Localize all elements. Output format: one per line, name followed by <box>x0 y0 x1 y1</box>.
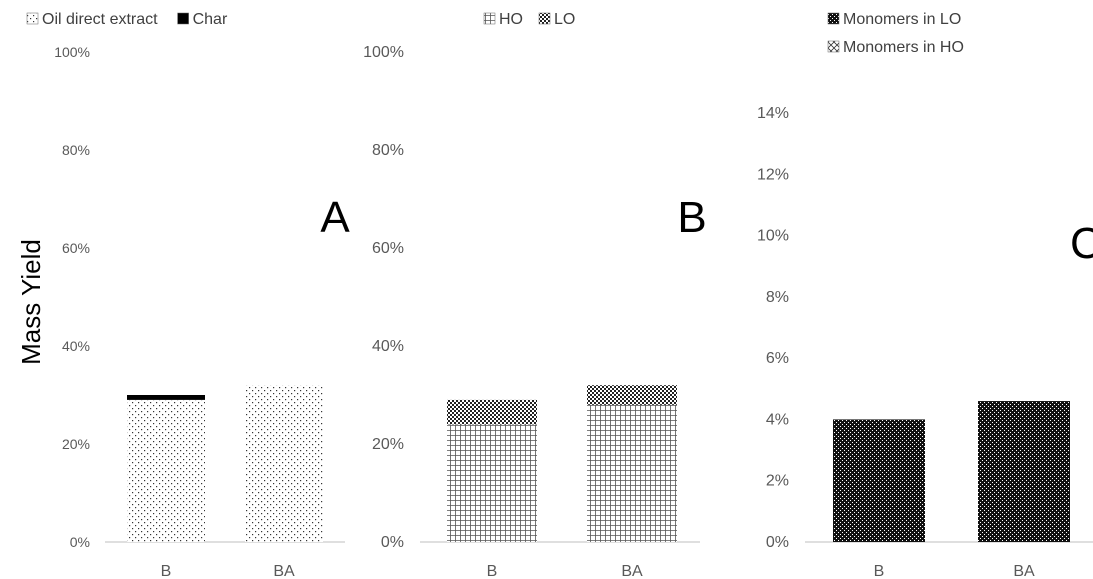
x-tick-label: BA <box>273 563 295 579</box>
bar-lo-b <box>447 399 537 425</box>
legend-swatch <box>483 12 496 25</box>
y-tick-label: 60% <box>62 240 90 256</box>
chart-panel-b: 0% 20% 40% 60% 80% 100% B BA B HO LO <box>363 11 707 579</box>
bar-oil-direct-extract-ba <box>245 385 323 542</box>
panel-label: B <box>677 193 706 242</box>
panel-label: C <box>1070 219 1093 268</box>
legend-item: Monomers in LO <box>827 11 961 28</box>
chart-panel-a: 0% 20% 40% 60% 80% 100% B BA A Oil direct extract… <box>26 11 350 579</box>
legend: HO LO <box>483 11 575 28</box>
legend-swatch <box>26 12 39 25</box>
y-tick-label: 10% <box>757 228 789 245</box>
legend-item: Oil direct extract <box>26 11 158 28</box>
legend-label: Monomers in HO <box>843 39 964 56</box>
y-tick-label: 100% <box>363 44 404 61</box>
x-tick-label: BA <box>621 563 643 579</box>
x-tick-label: B <box>487 563 498 579</box>
y-tick-label: 20% <box>62 436 90 452</box>
y-tick-label: 0% <box>70 534 90 550</box>
legend-label: LO <box>554 11 575 28</box>
y-tick-label: 8% <box>766 289 789 306</box>
legend: Oil direct extract Char <box>26 11 228 28</box>
y-axis-label: Mass Yield <box>16 239 46 365</box>
bar-monomers-in-lo-ba <box>978 401 1070 542</box>
legend-swatch <box>538 12 551 25</box>
legend-label: Char <box>193 11 228 28</box>
legend-item: HO <box>483 11 523 28</box>
x-tick-label: B <box>161 563 172 579</box>
x-tick-label: BA <box>1013 563 1035 579</box>
bar-lo-ba <box>587 385 677 405</box>
x-tick-label: B <box>874 563 885 579</box>
bar-monomers-in-lo-b <box>833 419 925 542</box>
y-tick-label: 2% <box>766 473 789 490</box>
y-tick-label: 20% <box>372 436 404 453</box>
y-tick-label: 0% <box>766 534 789 551</box>
y-tick-label: 100% <box>54 44 90 60</box>
legend-item: LO <box>538 11 575 28</box>
y-tick-label: 40% <box>372 338 404 355</box>
legend-label: Oil direct extract <box>42 11 158 28</box>
legend-swatch <box>827 40 840 53</box>
legend-label: HO <box>499 11 523 28</box>
y-tick-label: 12% <box>757 166 789 183</box>
legend-item: Char <box>177 11 228 28</box>
bar-ho-b <box>447 424 537 542</box>
y-tick-label: 14% <box>757 105 789 122</box>
y-tick-label: 6% <box>766 350 789 367</box>
bar-ho-ba <box>587 404 677 542</box>
y-tick-label: 80% <box>62 142 90 158</box>
legend: Monomers in LO Monomers in HO <box>827 11 964 56</box>
y-tick-label: 80% <box>372 142 404 159</box>
legend-label: Monomers in LO <box>843 11 961 28</box>
legend-swatch <box>827 12 840 25</box>
y-tick-label: 4% <box>766 411 789 428</box>
y-tick-label: 0% <box>381 534 404 551</box>
bar-oil-direct-extract-b <box>127 399 205 542</box>
y-tick-label: 40% <box>62 338 90 354</box>
legend-swatch <box>177 12 189 25</box>
y-tick-label: 60% <box>372 240 404 257</box>
legend-item: Monomers in HO <box>827 39 964 56</box>
bar-char-b <box>127 395 205 400</box>
panel-label: A <box>320 193 350 242</box>
